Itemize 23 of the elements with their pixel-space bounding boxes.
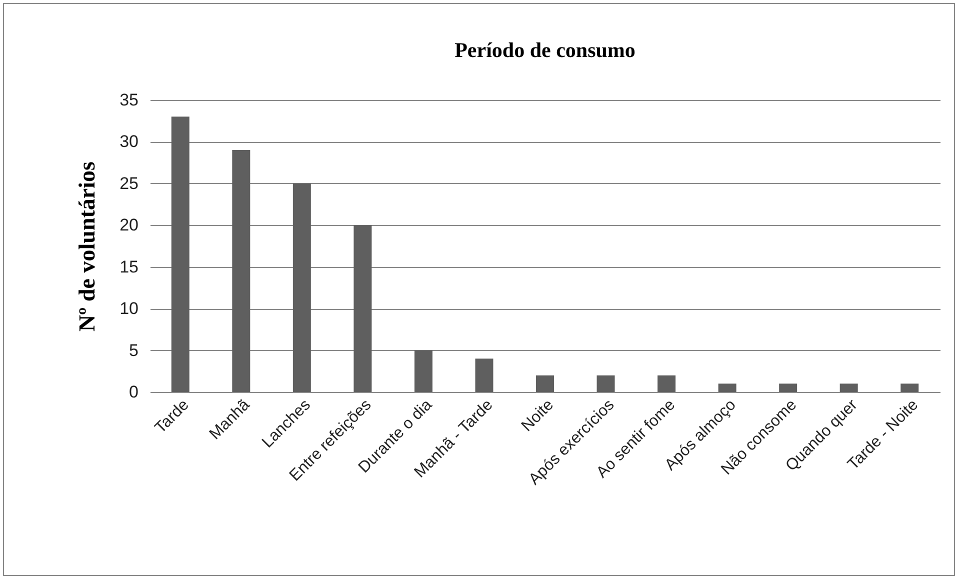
- bar: [292, 183, 311, 392]
- bar: [718, 384, 736, 392]
- y-tick-label: 30: [120, 132, 138, 152]
- bar: [536, 375, 554, 392]
- y-tick-label: 35: [120, 90, 138, 110]
- y-tick-label: 25: [120, 174, 138, 193]
- bar: [232, 150, 250, 392]
- y-tick-label: 15: [120, 257, 138, 276]
- bar: [658, 375, 676, 392]
- bar: [171, 116, 190, 392]
- y-tick-label: 5: [129, 340, 138, 360]
- bar: [414, 350, 432, 392]
- y-axis-title: Nº de voluntários: [74, 162, 100, 332]
- bar: [354, 225, 372, 392]
- bar: [779, 384, 798, 392]
- bar: [840, 384, 858, 392]
- y-tick-label: 10: [120, 299, 138, 318]
- y-tick-label: 20: [120, 216, 138, 235]
- y-tick-label: 0: [129, 382, 138, 402]
- bar: [596, 375, 615, 392]
- chart-title: Período de consumo: [454, 38, 636, 62]
- bar: [475, 358, 494, 392]
- bar: [900, 384, 919, 392]
